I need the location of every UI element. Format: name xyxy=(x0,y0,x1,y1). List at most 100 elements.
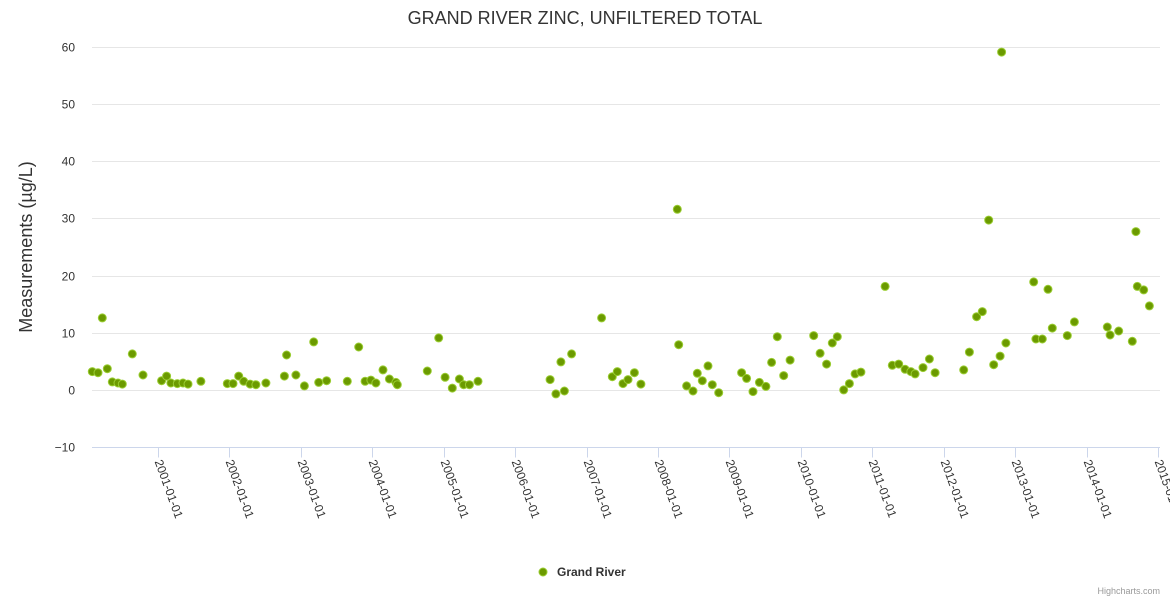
data-point[interactable] xyxy=(984,215,994,225)
data-point[interactable] xyxy=(378,365,388,375)
data-point[interactable] xyxy=(682,381,692,391)
data-point[interactable] xyxy=(342,376,352,386)
credits-link[interactable]: Highcharts.com xyxy=(1097,586,1160,596)
data-point[interactable] xyxy=(354,342,364,352)
legend-item-label[interactable]: Grand River xyxy=(557,565,626,579)
data-point[interactable] xyxy=(251,380,261,390)
data-point[interactable] xyxy=(918,363,928,373)
x-tick-label: 2001-01-01 xyxy=(152,458,186,521)
data-point[interactable] xyxy=(1069,317,1079,327)
data-point[interactable] xyxy=(371,378,381,388)
data-point[interactable] xyxy=(832,332,842,342)
data-point[interactable] xyxy=(567,349,577,359)
data-point[interactable] xyxy=(636,379,646,389)
data-point[interactable] xyxy=(844,379,854,389)
data-point[interactable] xyxy=(447,383,457,393)
data-point[interactable] xyxy=(1037,334,1047,344)
data-point[interactable] xyxy=(1127,336,1137,346)
data-point[interactable] xyxy=(672,204,682,214)
data-point[interactable] xyxy=(473,376,483,386)
data-point[interactable] xyxy=(772,332,782,342)
data-point[interactable] xyxy=(703,361,713,371)
data-point[interactable] xyxy=(299,381,309,391)
data-point[interactable] xyxy=(597,313,607,323)
data-point[interactable] xyxy=(977,307,987,317)
data-point[interactable] xyxy=(228,379,238,389)
data-point[interactable] xyxy=(314,377,324,387)
data-point[interactable] xyxy=(688,386,698,396)
data-point[interactable] xyxy=(183,379,193,389)
data-point[interactable] xyxy=(440,372,450,382)
data-point[interactable] xyxy=(839,385,849,395)
data-point[interactable] xyxy=(261,378,271,388)
data-point[interactable] xyxy=(97,313,107,323)
data-point[interactable] xyxy=(856,367,866,377)
data-point[interactable] xyxy=(545,375,555,385)
data-point[interactable] xyxy=(282,350,292,360)
data-point[interactable] xyxy=(138,370,148,380)
data-point[interactable] xyxy=(822,359,832,369)
data-point[interactable] xyxy=(809,331,819,341)
data-point[interactable] xyxy=(1001,338,1011,348)
data-point[interactable] xyxy=(93,368,103,378)
data-point[interactable] xyxy=(742,373,752,383)
data-point[interactable] xyxy=(707,380,717,390)
data-point[interactable] xyxy=(697,376,707,386)
data-point[interactable] xyxy=(127,349,137,359)
data-point[interactable] xyxy=(674,340,684,350)
data-point[interactable] xyxy=(1114,326,1124,336)
data-point[interactable] xyxy=(748,387,758,397)
data-point[interactable] xyxy=(997,47,1007,57)
data-point[interactable] xyxy=(737,368,747,378)
data-point[interactable] xyxy=(714,388,724,398)
data-point[interactable] xyxy=(910,369,920,379)
data-point[interactable] xyxy=(434,333,444,343)
data-point[interactable] xyxy=(623,375,633,385)
data-point[interactable] xyxy=(692,368,702,378)
data-point[interactable] xyxy=(1047,323,1057,333)
data-point[interactable] xyxy=(995,351,1005,361)
data-point[interactable] xyxy=(924,354,934,364)
data-point[interactable] xyxy=(972,312,982,322)
data-point[interactable] xyxy=(761,381,771,391)
data-point[interactable] xyxy=(880,281,890,291)
data-point[interactable] xyxy=(989,360,999,370)
data-point[interactable] xyxy=(1043,284,1053,294)
data-point[interactable] xyxy=(556,357,566,367)
data-point[interactable] xyxy=(894,359,904,369)
data-point[interactable] xyxy=(559,386,569,396)
data-point[interactable] xyxy=(464,380,474,390)
data-point[interactable] xyxy=(785,355,795,365)
data-point[interactable] xyxy=(1139,285,1149,295)
data-point[interactable] xyxy=(322,376,332,386)
data-point[interactable] xyxy=(392,380,402,390)
data-point[interactable] xyxy=(117,379,127,389)
data-point[interactable] xyxy=(629,368,639,378)
data-point[interactable] xyxy=(1062,331,1072,341)
data-point[interactable] xyxy=(162,371,172,381)
data-point[interactable] xyxy=(196,376,206,386)
data-point[interactable] xyxy=(309,337,319,347)
data-point[interactable] xyxy=(827,338,837,348)
data-point[interactable] xyxy=(1131,227,1141,237)
data-point[interactable] xyxy=(422,366,432,376)
data-point[interactable] xyxy=(815,348,825,358)
points-layer[interactable] xyxy=(87,47,1154,399)
legend-marker[interactable] xyxy=(538,567,548,577)
data-point[interactable] xyxy=(1102,322,1112,332)
data-point[interactable] xyxy=(1144,301,1154,311)
data-point[interactable] xyxy=(291,370,301,380)
data-point[interactable] xyxy=(1029,277,1039,287)
legend[interactable]: Grand River xyxy=(538,565,626,579)
data-point[interactable] xyxy=(102,364,112,374)
data-point[interactable] xyxy=(1105,330,1115,340)
data-point[interactable] xyxy=(959,365,969,375)
data-point[interactable] xyxy=(767,357,777,367)
data-point[interactable] xyxy=(779,371,789,381)
data-point[interactable] xyxy=(551,389,561,399)
data-point[interactable] xyxy=(612,367,622,377)
data-point[interactable] xyxy=(930,368,940,378)
data-point[interactable] xyxy=(964,347,974,357)
data-point[interactable] xyxy=(279,371,289,381)
data-point[interactable] xyxy=(754,377,764,387)
